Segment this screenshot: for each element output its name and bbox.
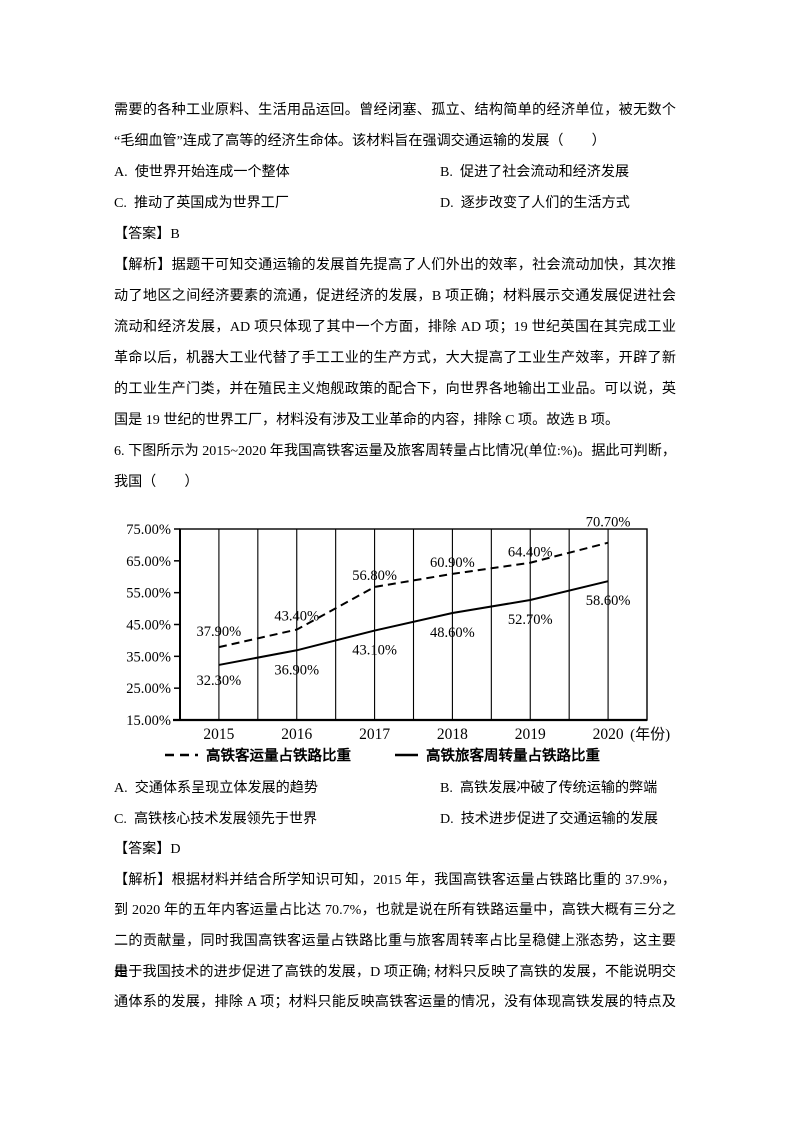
q5-analysis-line: 的工业生产门类，并在殖民主义炮舰政策的配合下，向世界各地输出工业品。可以说，英 xyxy=(114,381,676,397)
answer-prefix: 【答案】 xyxy=(114,841,171,858)
data-label: 52.70% xyxy=(508,612,553,628)
option-label: C. xyxy=(114,195,127,211)
data-label: 58.60% xyxy=(586,593,631,609)
data-label: 56.80% xyxy=(352,568,397,584)
q6-analysis-line: 由于我国技术的进步促进了高铁的发展，D 项正确; 材料只反映了高铁的发展，不能说… xyxy=(114,963,676,980)
y-axis-tick-label: 25.00% xyxy=(126,681,171,697)
option-label: C. xyxy=(114,810,127,827)
q6-answer: 【答案】D xyxy=(114,834,676,865)
q6-option-b: B. 高铁发展冲破了传统运输的弊端 xyxy=(440,773,657,804)
question-6-block: A. 交通体系呈现立体发展的趋势 B. 高铁发展冲破了传统运输的弊端 C. 高铁核心技… xyxy=(114,773,676,1018)
legend-label: 高铁旅客周转量占铁路比重 xyxy=(426,747,600,765)
q5-option-b: B. 促进了社会流动和经济发展 xyxy=(440,157,629,188)
y-axis-tick-label: 55.00% xyxy=(126,586,171,602)
q5-analysis-line: 【解析】据题干可知交通运输的发展首先提高了人们外出的效率，社会流动加快，其次推 xyxy=(114,257,676,273)
q6-analysis-line: 【解析】根据材料并结合所学知识可知，2015 年，我国高铁客运量占铁路比重的 3… xyxy=(114,871,676,888)
q5-analysis-line: 动了地区之间经济要素的流通，促进经济的发展，B 项正确；材料展示交通发展促进社会 xyxy=(114,288,676,304)
q5-answer: 【答案】B xyxy=(114,219,676,250)
option-text: 高铁核心技术发展领先于世界 xyxy=(133,810,318,827)
option-label: D. xyxy=(440,810,454,827)
y-axis-tick-label: 35.00% xyxy=(126,649,171,665)
data-label: 43.10% xyxy=(352,643,397,659)
data-label: 37.90% xyxy=(197,624,242,640)
answer-prefix: 【答案】 xyxy=(114,226,171,242)
data-label: 60.90% xyxy=(430,555,475,571)
q5-analysis-line: 流动和经济发展，AD 项只体现了其中一个方面，排除 AD 项；19 世纪英国在其… xyxy=(114,319,676,335)
answer-value: B xyxy=(170,226,180,242)
option-text: 使世界开始连成一个整体 xyxy=(134,164,290,180)
data-label: 48.60% xyxy=(430,625,475,641)
q6-options-row-1: A. 交通体系呈现立体发展的趋势 B. 高铁发展冲破了传统运输的弊端 xyxy=(114,773,676,804)
q5-option-d: D. 逐步改变了人们的生活方式 xyxy=(440,188,630,219)
chart: 75.00% 65.00% 55.00% 45.00% 35.00% 25.00% 15.0… xyxy=(0,503,794,773)
q6-options-row-2: C. 高铁核心技术发展领先于世界 D. 技术进步促进了交通运输的发展 xyxy=(114,804,676,835)
q5-option-a: A. 使世界开始连成一个整体 xyxy=(114,157,440,188)
option-text: 促进了社会流动和经济发展 xyxy=(459,164,630,180)
y-axis-tick-label: 45.00% xyxy=(126,618,171,634)
x-axis-tick-label: 2015 xyxy=(203,726,234,743)
q6-option-c: C. 高铁核心技术发展领先于世界 xyxy=(114,804,440,835)
q5-body-line: 需要的各种工业原料、生活用品运回。曾经闭塞、孤立、结构简单的经济单位，被无数个 xyxy=(114,102,676,118)
x-axis-tick-label: 2018 xyxy=(437,726,468,743)
q5-body-line: “毛细血管”连成了高等的经济生命体。该材料旨在强调交通运输的发展（ ） xyxy=(114,133,606,149)
q6-analysis-line: 到 2020 年的五年内客运量占比达 70.7%，也就是说在所有铁路运量中，高铁… xyxy=(114,902,676,919)
y-axis-tick-label: 15.00% xyxy=(126,713,171,729)
option-text: 技术进步促进了交通运输的发展 xyxy=(460,810,659,827)
legend-label: 高铁客运量占铁路比重 xyxy=(206,747,351,765)
q5-options-row-2: C. 推动了英国成为世界工厂 D. 逐步改变了人们的生活方式 xyxy=(114,188,676,219)
q5-option-c: C. 推动了英国成为世界工厂 xyxy=(114,188,440,219)
series-line-solid xyxy=(218,580,609,666)
q6-option-d: D. 技术进步促进了交通运输的发展 xyxy=(440,804,658,835)
x-axis-unit-label: (年份) xyxy=(630,726,670,743)
option-label: D. xyxy=(440,195,454,211)
series-line-dashed xyxy=(218,541,609,649)
data-label: 32.30% xyxy=(197,673,242,689)
x-axis-tick-label: 2019 xyxy=(515,726,546,743)
q6-option-a: A. 交通体系呈现立体发展的趋势 xyxy=(114,773,440,804)
option-label: A. xyxy=(114,780,128,796)
data-label: 36.90% xyxy=(274,662,319,678)
y-axis-tick-label: 75.00% xyxy=(126,522,171,538)
data-label: 70.70% xyxy=(586,515,631,531)
chart-svg: 75.00% 65.00% 55.00% 45.00% 35.00% 25.00% 15.0… xyxy=(126,515,670,765)
q6-stem-line: 6. 下图所示为 2015~2020 年我国高铁客运量及旅客周转量占比情况(单位… xyxy=(114,443,676,459)
option-text: 推动了英国成为世界工厂 xyxy=(133,195,289,211)
y-axis-tick-label: 65.00% xyxy=(126,554,171,570)
question-5-block: 需要的各种工业原料、生活用品运回。曾经闭塞、孤立、结构简单的经济单位，被无数个 … xyxy=(114,95,676,498)
x-axis-tick-label: 2016 xyxy=(281,726,312,743)
answer-value: D xyxy=(170,841,181,858)
q6-analysis-line: 二的贡献量，同时我国高铁客运量占铁路比重与旅客周转率占比呈稳健上涨态势，这主要是 xyxy=(114,932,676,980)
x-axis-tick-label: 2020 xyxy=(593,726,624,743)
q5-options-row-1: A. 使世界开始连成一个整体 B. 促进了社会流动和经济发展 xyxy=(114,157,676,188)
q5-analysis-line: 革命以后，机器大工业代替了手工工业的生产方式，大大提高了工业生产效率，开辟了新 xyxy=(114,350,676,366)
option-text: 高铁发展冲破了传统运输的弊端 xyxy=(459,780,658,796)
option-label: B. xyxy=(440,164,453,180)
q6-analysis-line: 通体系的发展，排除 A 项；材料只能反映高铁客运量的情况，没有体现高铁发展的特点… xyxy=(114,994,676,1011)
option-label: A. xyxy=(114,164,128,180)
option-label: B. xyxy=(440,780,453,796)
x-axis-tick-label: 2017 xyxy=(359,726,390,743)
data-label: 43.40% xyxy=(274,609,319,625)
option-text: 逐步改变了人们的生活方式 xyxy=(460,195,630,211)
option-text: 交通体系呈现立体发展的趋势 xyxy=(134,780,318,796)
q6-stem-line: 我国（ ） xyxy=(114,474,199,490)
data-label: 64.40% xyxy=(508,545,553,561)
q5-analysis-line: 国是 19 世纪的世界工厂，材料没有涉及工业革命的内容，排除 C 项。故选 B … xyxy=(114,412,620,428)
